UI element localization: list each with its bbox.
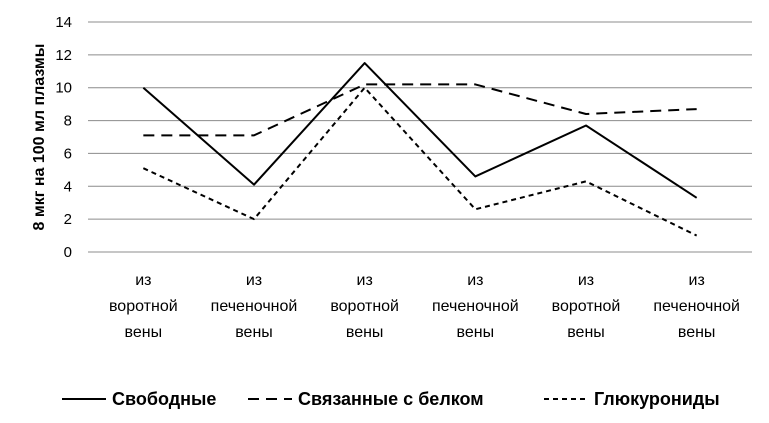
x-tick-label: вены <box>125 324 163 341</box>
x-axis-categories: из воротной вены из печеночной вены из воротной… <box>109 272 740 341</box>
y-axis-ticks: 0 2 4 6 8 10 12 14 <box>55 14 72 261</box>
y-tick-label: 2 <box>64 211 72 228</box>
y-tick-label: 0 <box>64 244 72 261</box>
legend-label: Связанные с белком <box>298 389 484 409</box>
y-axis-label: 8 мкг на 100 мл плазмы <box>31 44 48 231</box>
series-line <box>143 83 697 137</box>
y-tick-label: 10 <box>55 80 72 97</box>
x-tick-label: печеночной <box>432 298 519 315</box>
x-tick-label: печеночной <box>653 298 740 315</box>
series-line <box>142 62 698 199</box>
x-tick-label: из <box>689 272 705 289</box>
y-tick-label: 12 <box>55 47 72 64</box>
x-tick-label: из <box>246 272 262 289</box>
x-tick-label: вены <box>235 324 273 341</box>
gridlines <box>88 21 752 220</box>
y-tick-label: 4 <box>64 178 72 195</box>
y-tick-label: 14 <box>55 14 72 31</box>
x-tick-label: из <box>357 272 373 289</box>
x-tick-label: вены <box>567 324 605 341</box>
x-tick-label: вены <box>678 324 716 341</box>
x-tick-label: воротной <box>330 298 399 315</box>
x-tick-label: воротной <box>552 298 621 315</box>
y-tick-label: 8 <box>64 113 72 130</box>
x-tick-label: вены <box>346 324 384 341</box>
legend: Свободные Связанные с белком Глюкурониды <box>62 389 720 409</box>
x-tick-label: из <box>578 272 594 289</box>
x-tick-label: вены <box>457 324 495 341</box>
x-tick-label: из <box>467 272 483 289</box>
x-tick-label: из <box>135 272 151 289</box>
x-tick-label: воротной <box>109 298 178 315</box>
series-line <box>142 86 698 237</box>
x-tick-label: печеночной <box>211 298 298 315</box>
series-lines <box>142 62 698 237</box>
legend-label: Глюкурониды <box>594 389 720 409</box>
legend-label: Свободные <box>112 389 216 409</box>
y-tick-label: 6 <box>64 145 72 162</box>
